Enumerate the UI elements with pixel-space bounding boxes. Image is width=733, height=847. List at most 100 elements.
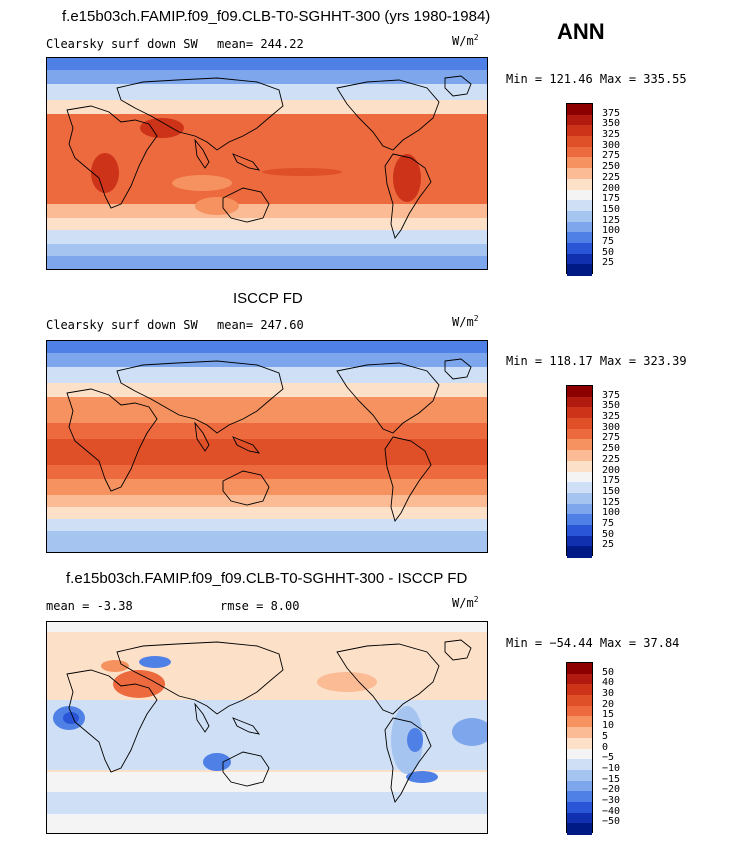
colorbar-cell: [567, 748, 592, 760]
panel2-variable: Clearsky surf down SW: [46, 318, 198, 332]
colorbar-tick-label: 300: [602, 139, 621, 151]
colorbar-cell: [567, 769, 592, 782]
panel3-title: f.e15b03ch.FAMIP.f09_f09.CLB-T0-SGHHT-30…: [66, 570, 468, 587]
colorbar-tick-label: 150: [602, 203, 621, 215]
colorbar-cell: [567, 695, 592, 707]
colorbar-tick-label: 150: [602, 485, 621, 497]
colorbar-cell: [567, 125, 592, 137]
colorbar-tick-label: 5: [602, 730, 609, 742]
colorbar-cell: [567, 471, 592, 483]
panel2-minmax: Min = 118.17 Max = 323.39: [506, 354, 687, 368]
colorbar-tick-label: 100: [602, 507, 621, 519]
colorbar-cell: [567, 759, 592, 771]
colorbar-cell: [567, 492, 592, 505]
colorbar-cell: [567, 450, 592, 462]
colorbar-tick-label: 325: [602, 411, 621, 423]
colorbar-tick-label: 250: [602, 443, 621, 455]
colorbar-tick-label: −5: [602, 752, 615, 764]
colorbar-cell: [567, 418, 592, 430]
colorbar-tick-label: 100: [602, 225, 621, 237]
colorbar-tick-label: −30: [602, 794, 621, 806]
panel1-variable: Clearsky surf down SW: [46, 37, 198, 51]
panel3-minmax: Min = −54.44 Max = 37.84: [506, 636, 680, 650]
season-label: ANN: [557, 19, 605, 44]
colorbar-tick-label: 0: [602, 741, 609, 753]
panel1-map: [46, 57, 488, 270]
colorbar-tick-label: 350: [602, 118, 621, 130]
colorbar-cell: [567, 221, 592, 233]
colorbar-cell: [567, 791, 592, 803]
colorbar-tick-label: 30: [602, 688, 615, 700]
colorbar-tick-label: 10: [602, 720, 615, 732]
colorbar-cell: [567, 705, 592, 717]
colorbar-tick-label: −20: [602, 784, 621, 796]
colorbar-cell: [567, 386, 592, 398]
colorbar-cell: [567, 232, 592, 244]
colorbar-cell: [567, 264, 592, 276]
colorbar-tick-label: 25: [602, 539, 615, 551]
panel2-map: [46, 340, 488, 553]
panel2-title: ISCCP FD: [233, 290, 303, 307]
colorbar-tick-label: 75: [602, 517, 615, 529]
colorbar-cell: [567, 684, 592, 696]
colorbar-cell: [567, 801, 592, 814]
colorbar-cell: [567, 242, 592, 255]
panel3-mean: mean = -3.38: [46, 599, 133, 613]
colorbar-cell: [567, 780, 592, 792]
colorbar-cell: [567, 157, 592, 169]
colorbar-cell: [567, 823, 592, 835]
colorbar-cell: [567, 146, 592, 158]
colorbar-cell: [567, 210, 592, 223]
colorbar-tick-label: 350: [602, 400, 621, 412]
colorbar-tick-label: 225: [602, 453, 621, 465]
colorbar-cell: [567, 673, 592, 685]
colorbar-tick-label: 300: [602, 421, 621, 433]
colorbar-cell: [567, 136, 592, 148]
colorbar-cell: [567, 114, 592, 126]
colorbar-cell: [567, 407, 592, 419]
colorbar-cell: [567, 460, 592, 472]
panel3-units: W/m2: [452, 595, 479, 610]
colorbar-cell: [567, 200, 592, 212]
colorbar-tick-label: −50: [602, 816, 621, 828]
colorbar-tick-label: −40: [602, 805, 621, 817]
panel2-units: W/m2: [452, 314, 479, 329]
colorbar-tick-label: 175: [602, 475, 621, 487]
colorbar-cell: [567, 396, 592, 408]
colorbar-tick-label: 250: [602, 161, 621, 173]
colorbar-tick-label: 125: [602, 496, 621, 508]
colorbar-cell: [567, 812, 592, 824]
colorbar-cell: [567, 482, 592, 494]
colorbar-tick-label: 275: [602, 150, 621, 162]
colorbar-cell: [567, 104, 592, 116]
panel1-mean: mean= 244.22: [217, 37, 304, 51]
colorbar-cell: [567, 524, 592, 537]
colorbar-cell: [567, 663, 592, 675]
colorbar-tick-label: 375: [602, 389, 621, 401]
colorbar-cell: [567, 716, 592, 728]
colorbar-tick-label: 125: [602, 214, 621, 226]
colorbar-cell: [567, 439, 592, 451]
colorbar-tick-label: 225: [602, 171, 621, 183]
colorbar-tick-label: 75: [602, 235, 615, 247]
colorbar-tick-label: 25: [602, 257, 615, 269]
colorbar-cell: [567, 189, 592, 201]
colorbar-cell: [567, 546, 592, 558]
colorbar-1: [566, 103, 593, 276]
colorbar-cell: [567, 178, 592, 190]
colorbar-tick-label: 200: [602, 182, 621, 194]
colorbar-tick-label: 40: [602, 677, 615, 689]
panel3-rmse: rmse = 8.00: [220, 599, 300, 613]
colorbar-tick-label: 175: [602, 193, 621, 205]
colorbar-tick-label: 50: [602, 528, 615, 540]
colorbar-cell: [567, 253, 592, 265]
colorbar-cell: [567, 503, 592, 515]
colorbar-tick-label: 275: [602, 432, 621, 444]
colorbar-tick-label: −15: [602, 773, 621, 785]
colorbar-tick-label: 375: [602, 107, 621, 119]
colorbar-cell: [567, 737, 592, 749]
colorbar-cell: [567, 428, 592, 440]
colorbar-cell: [567, 168, 592, 180]
colorbar-2: [566, 385, 593, 558]
colorbar-3: [566, 662, 593, 835]
